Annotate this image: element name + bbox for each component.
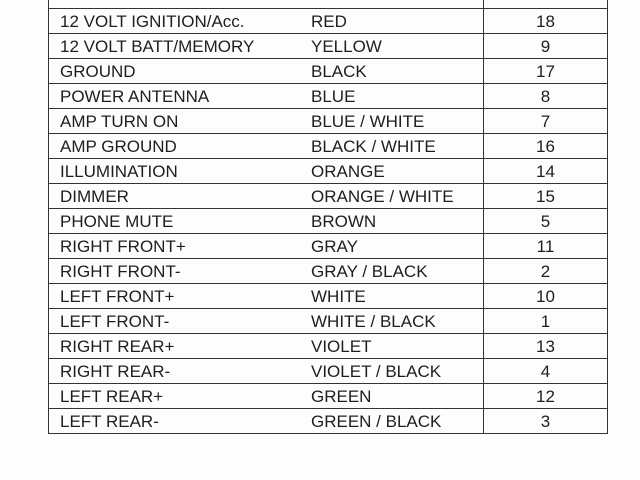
pin-cell: 18 xyxy=(483,9,607,33)
function-cell: DIMMER xyxy=(60,187,129,206)
pin-cell: 7 xyxy=(483,109,607,133)
pin-cell: 3 xyxy=(483,409,607,433)
table-row: AMP GROUND BLACK / WHITE 16 xyxy=(49,133,607,158)
table-row: ILLUMINATION ORANGE 14 xyxy=(49,158,607,183)
function-cell: LEFT FRONT- xyxy=(60,312,170,331)
pin-cell: 12 xyxy=(483,384,607,408)
wire-color-cell: GRAY / BLACK xyxy=(311,262,428,281)
function-cell: RIGHT REAR+ xyxy=(60,337,175,356)
table-row: 12 VOLT IGNITION/Acc. RED 18 xyxy=(49,8,607,33)
pin-cell: 9 xyxy=(483,34,607,58)
wire-color-cell: BROWN xyxy=(311,212,377,231)
wire-color-cell: YELLOW xyxy=(311,37,382,56)
function-cell: LEFT REAR- xyxy=(60,412,159,431)
function-cell: 12 VOLT BATT/MEMORY xyxy=(60,37,255,56)
function-cell: LEFT FRONT+ xyxy=(60,287,175,306)
table-row: LEFT FRONT- WHITE / BLACK 1 xyxy=(49,308,607,333)
wire-color-cell: GRAY xyxy=(311,237,358,256)
table-row: RIGHT FRONT+ GRAY 11 xyxy=(49,233,607,258)
wire-color-cell xyxy=(311,0,483,8)
pin-cell: 2 xyxy=(483,259,607,283)
table-row: RIGHT REAR+ VIOLET 13 xyxy=(49,333,607,358)
wire-color-cell: ORANGE xyxy=(311,162,385,181)
table-row: LEFT FRONT+ WHITE 10 xyxy=(49,283,607,308)
table-row: PHONE MUTE BROWN 5 xyxy=(49,208,607,233)
wire-color-cell: WHITE / BLACK xyxy=(311,312,436,331)
wire-color-cell: ORANGE / WHITE xyxy=(311,187,454,206)
function-cell: RIGHT FRONT- xyxy=(60,262,181,281)
function-cell: LEFT REAR+ xyxy=(60,387,164,406)
function-cell: GROUND xyxy=(60,62,136,81)
pin-cell: 5 xyxy=(483,209,607,233)
table-row: 12 VOLT BATT/MEMORY YELLOW 9 xyxy=(49,33,607,58)
wire-color-cell: BLACK / WHITE xyxy=(311,137,436,156)
wire-color-cell: RED xyxy=(311,12,347,31)
table-row: LEFT REAR+ GREEN 12 xyxy=(49,383,607,408)
function-cell: RIGHT REAR- xyxy=(60,362,171,381)
pin-cell: 1 xyxy=(483,309,607,333)
pin-cell: 17 xyxy=(483,59,607,83)
table-row: RIGHT FRONT- GRAY / BLACK 2 xyxy=(49,258,607,283)
function-cell: RIGHT FRONT+ xyxy=(60,237,186,256)
pin-cell: 15 xyxy=(483,184,607,208)
wiring-table: 12 VOLT IGNITION/Acc. RED 18 12 VOLT BATT/M… xyxy=(48,0,608,434)
table-row xyxy=(49,0,607,8)
pin-cell: 4 xyxy=(483,359,607,383)
function-cell: ILLUMINATION xyxy=(60,162,178,181)
table-row: AMP TURN ON BLUE / WHITE 7 xyxy=(49,108,607,133)
wire-color-cell: BLACK xyxy=(311,62,367,81)
function-cell: PHONE MUTE xyxy=(60,212,174,231)
wire-color-cell: WHITE xyxy=(311,287,366,306)
pin-cell: 11 xyxy=(483,234,607,258)
function-cell xyxy=(49,0,311,8)
wire-color-cell: GREEN xyxy=(311,387,372,406)
table-row: LEFT REAR- GREEN / BLACK 3 xyxy=(49,408,607,433)
pin-cell: 8 xyxy=(483,84,607,108)
pin-cell: 10 xyxy=(483,284,607,308)
table-row: RIGHT REAR- VIOLET / BLACK 4 xyxy=(49,358,607,383)
function-cell: AMP GROUND xyxy=(60,137,177,156)
function-cell: POWER ANTENNA xyxy=(60,87,210,106)
pin-cell: 14 xyxy=(483,159,607,183)
table-row: GROUND BLACK 17 xyxy=(49,58,607,83)
pin-cell xyxy=(483,0,607,8)
wire-color-cell: BLUE xyxy=(311,87,356,106)
function-cell: 12 VOLT IGNITION/Acc. xyxy=(60,12,245,31)
table-row: DIMMER ORANGE / WHITE 15 xyxy=(49,183,607,208)
wire-color-cell: GREEN / BLACK xyxy=(311,412,442,431)
pin-cell: 13 xyxy=(483,334,607,358)
wire-color-cell: BLUE / WHITE xyxy=(311,112,425,131)
function-cell: AMP TURN ON xyxy=(60,112,179,131)
wire-color-cell: VIOLET xyxy=(311,337,372,356)
pin-cell: 16 xyxy=(483,134,607,158)
table-row: POWER ANTENNA BLUE 8 xyxy=(49,83,607,108)
wire-color-cell: VIOLET / BLACK xyxy=(311,362,442,381)
